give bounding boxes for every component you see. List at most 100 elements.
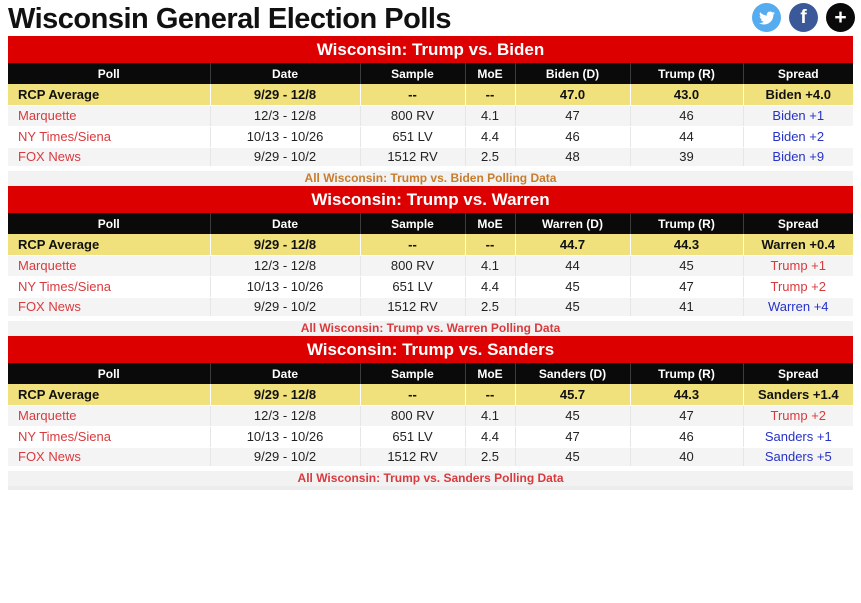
col-header-spread: Spread xyxy=(743,363,854,384)
poll-row: FOX News 9/29 - 10/2 1512 RV 2.5 45 41 W… xyxy=(8,297,853,319)
spread-cell: Sanders +5 xyxy=(743,447,854,469)
poll-row: Marquette 12/3 - 12/8 800 RV 4.1 44 45 T… xyxy=(8,255,853,277)
spread-cell: Biden +1 xyxy=(743,105,853,127)
dem-value-cell: 45 xyxy=(515,447,631,469)
col-header-spread: Spread xyxy=(743,63,853,84)
poll-link[interactable]: FOX News xyxy=(18,299,81,314)
poll-row: FOX News 9/29 - 10/2 1512 RV 2.5 45 40 S… xyxy=(8,447,854,469)
rep-value-cell: 47 xyxy=(630,405,744,427)
all-polling-data-link[interactable]: All Wisconsin: Trump vs. Biden Polling D… xyxy=(304,170,557,185)
moe-cell: 4.4 xyxy=(465,276,516,298)
sample-cell: -- xyxy=(360,384,466,406)
poll-table-warren: Wisconsin: Trump vs. Warren Poll Date Sa… xyxy=(8,186,853,336)
col-header-rep: Trump (R) xyxy=(630,213,744,234)
column-header-row: Poll Date Sample MoE Biden (D) Trump (R)… xyxy=(8,63,853,84)
column-header-row: Poll Date Sample MoE Sanders (D) Trump (… xyxy=(8,363,854,384)
dem-value-cell: 45 xyxy=(515,405,631,427)
rep-value-cell: 45 xyxy=(630,255,744,277)
poll-row: FOX News 9/29 - 10/2 1512 RV 2.5 48 39 B… xyxy=(8,147,853,169)
moe-cell: 4.1 xyxy=(465,405,516,427)
rep-value-cell: 46 xyxy=(630,105,744,127)
poll-table-biden: Wisconsin: Trump vs. Biden Poll Date Sam… xyxy=(8,36,853,186)
poll-link[interactable]: FOX News xyxy=(18,149,81,164)
col-header-dem: Warren (D) xyxy=(515,213,631,234)
dem-value-cell: 45 xyxy=(515,297,631,319)
poll-table-sanders: Wisconsin: Trump vs. Sanders Poll Date S… xyxy=(8,336,854,486)
date-cell: 9/29 - 10/2 xyxy=(210,147,361,169)
twitter-icon[interactable] xyxy=(752,3,781,32)
date-cell: 10/13 - 10/26 xyxy=(210,126,361,148)
date-cell: 10/13 - 10/26 xyxy=(210,276,361,298)
moe-cell: 4.4 xyxy=(465,426,516,448)
social-share-bar: f + xyxy=(752,3,855,32)
date-cell: 12/3 - 12/8 xyxy=(210,105,361,127)
dem-value-cell: 48 xyxy=(515,147,631,169)
date-cell: 9/29 - 10/2 xyxy=(210,447,361,469)
poll-link[interactable]: Marquette xyxy=(18,108,77,123)
poll-link[interactable]: Marquette xyxy=(18,408,77,423)
col-header-sample: Sample xyxy=(360,363,466,384)
share-plus-icon[interactable]: + xyxy=(826,3,855,32)
date-cell: 9/29 - 12/8 xyxy=(210,384,361,406)
date-cell: 9/29 - 12/8 xyxy=(210,84,361,106)
facebook-icon[interactable]: f xyxy=(789,3,818,32)
spread-cell: Trump +1 xyxy=(743,255,853,277)
poll-link[interactable]: NY Times/Siena xyxy=(18,279,111,294)
sample-cell: 1512 RV xyxy=(360,447,466,469)
poll-row: NY Times/Siena 10/13 - 10/26 651 LV 4.4 … xyxy=(8,126,853,148)
sample-cell: 800 RV xyxy=(360,105,466,127)
dem-value-cell: 46 xyxy=(515,126,631,148)
spread-cell: Biden +9 xyxy=(743,147,853,169)
col-header-sample: Sample xyxy=(360,213,466,234)
col-header-rep: Trump (R) xyxy=(630,63,744,84)
col-header-dem: Biden (D) xyxy=(515,63,631,84)
moe-cell: 4.4 xyxy=(465,126,516,148)
all-polling-data-link[interactable]: All Wisconsin: Trump vs. Sanders Polling… xyxy=(297,470,564,485)
sample-cell: 1512 RV xyxy=(360,147,466,169)
poll-name-cell: RCP Average xyxy=(8,234,211,256)
rep-value-cell: 43.0 xyxy=(630,84,744,106)
sample-cell: 651 LV xyxy=(360,276,466,298)
poll-link[interactable]: Marquette xyxy=(18,258,77,273)
col-header-sample: Sample xyxy=(360,63,466,84)
dem-value-cell: 47 xyxy=(515,426,631,448)
date-cell: 9/29 - 12/8 xyxy=(210,234,361,256)
sample-cell: 1512 RV xyxy=(360,297,466,319)
dem-value-cell: 44.7 xyxy=(515,234,631,256)
col-header-poll: Poll xyxy=(8,363,211,384)
page-title: Wisconsin General Election Polls xyxy=(8,3,452,35)
moe-cell: 4.1 xyxy=(465,105,516,127)
rep-value-cell: 47 xyxy=(630,276,744,298)
spread-cell: Biden +2 xyxy=(743,126,853,148)
poll-link[interactable]: NY Times/Siena xyxy=(18,129,111,144)
sample-cell: 800 RV xyxy=(360,405,466,427)
moe-cell: 2.5 xyxy=(465,147,516,169)
col-header-moe: MoE xyxy=(465,363,516,384)
col-header-dem: Sanders (D) xyxy=(515,363,631,384)
rep-value-cell: 40 xyxy=(630,447,744,469)
dem-value-cell: 44 xyxy=(515,255,631,277)
col-header-date: Date xyxy=(210,363,361,384)
moe-cell: -- xyxy=(465,384,516,406)
date-cell: 12/3 - 12/8 xyxy=(210,405,361,427)
poll-row: Marquette 12/3 - 12/8 800 RV 4.1 45 47 T… xyxy=(8,405,854,427)
sample-cell: -- xyxy=(360,84,466,106)
poll-link[interactable]: NY Times/Siena xyxy=(18,429,111,444)
col-header-moe: MoE xyxy=(465,63,516,84)
dem-value-cell: 47 xyxy=(515,105,631,127)
moe-cell: 2.5 xyxy=(465,297,516,319)
table-title: Wisconsin: Trump vs. Warren xyxy=(8,186,853,213)
table-title: Wisconsin: Trump vs. Biden xyxy=(8,36,853,63)
table-title: Wisconsin: Trump vs. Sanders xyxy=(8,336,854,363)
spread-cell: Trump +2 xyxy=(743,276,853,298)
rcp-average-row: RCP Average 9/29 - 12/8 -- -- 44.7 44.3 … xyxy=(8,234,853,256)
poll-link[interactable]: FOX News xyxy=(18,449,81,464)
moe-cell: 2.5 xyxy=(465,447,516,469)
poll-row: NY Times/Siena 10/13 - 10/26 651 LV 4.4 … xyxy=(8,426,854,448)
column-header-row: Poll Date Sample MoE Warren (D) Trump (R… xyxy=(8,213,853,234)
spread-cell: Warren +4 xyxy=(743,297,853,319)
sample-cell: 800 RV xyxy=(360,255,466,277)
date-cell: 9/29 - 10/2 xyxy=(210,297,361,319)
all-polling-data-link[interactable]: All Wisconsin: Trump vs. Warren Polling … xyxy=(300,320,561,335)
spread-cell: Warren +0.4 xyxy=(743,234,853,256)
